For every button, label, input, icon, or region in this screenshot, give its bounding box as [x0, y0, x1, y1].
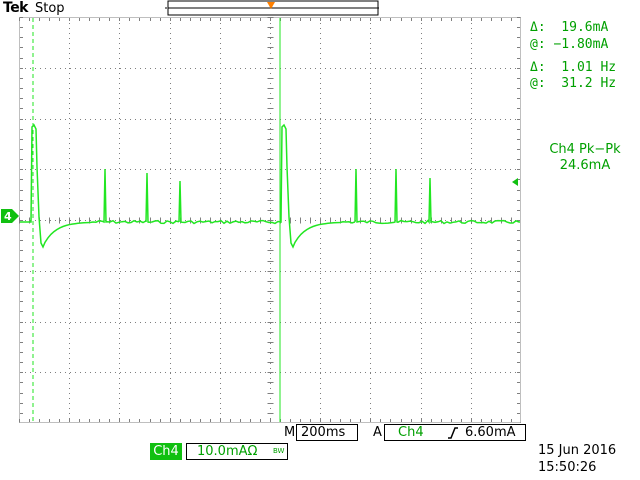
ch4-label[interactable]: Ch4 — [150, 443, 182, 460]
acquisition-status: Stop — [35, 1, 65, 16]
trigger-position-marker — [267, 2, 275, 9]
trigger-box[interactable]: Ch4 6.60mA — [384, 424, 526, 441]
ch4-scale: 10.0mAΩ — [197, 444, 258, 459]
date: 15 Jun 2016 — [538, 443, 617, 458]
cursor-time-position: @: 31.2 Hz — [530, 76, 617, 91]
brand-logo: Tek — [3, 0, 29, 16]
ch4-ground-marker[interactable]: 4 — [0, 208, 20, 224]
svg-text:4: 4 — [4, 210, 12, 223]
measurement-label: Ch4 Pk−Pk — [549, 142, 621, 157]
waveform-display[interactable] — [19, 17, 521, 423]
ch4-scale-box[interactable]: 10.0mAΩ BW — [186, 443, 288, 460]
ch4-trace — [20, 123, 520, 249]
bandwidth-limit-indicator: BW — [273, 447, 285, 455]
trigger-level-marker — [512, 178, 518, 186]
record-position-bar[interactable] — [163, 0, 381, 16]
timebase-box[interactable]: 200ms — [296, 424, 358, 441]
trigger-source: Ch4 — [398, 425, 424, 440]
cursor-amplitude-position: @: −1.80mA — [530, 37, 609, 52]
measurement-value: 24.6mA — [559, 158, 611, 173]
trigger-mode: A — [373, 425, 382, 440]
cursor-time-delta: Δ: 1.01 Hz — [530, 60, 617, 75]
trigger-level: 6.60mA — [465, 425, 516, 440]
rising-edge-icon — [448, 427, 458, 439]
cursor-amplitude-delta: Δ: 19.6mA — [530, 20, 609, 35]
timebase-mode: M — [284, 425, 296, 440]
timebase-value: 200ms — [301, 425, 346, 440]
time: 15:50:26 — [538, 460, 597, 475]
